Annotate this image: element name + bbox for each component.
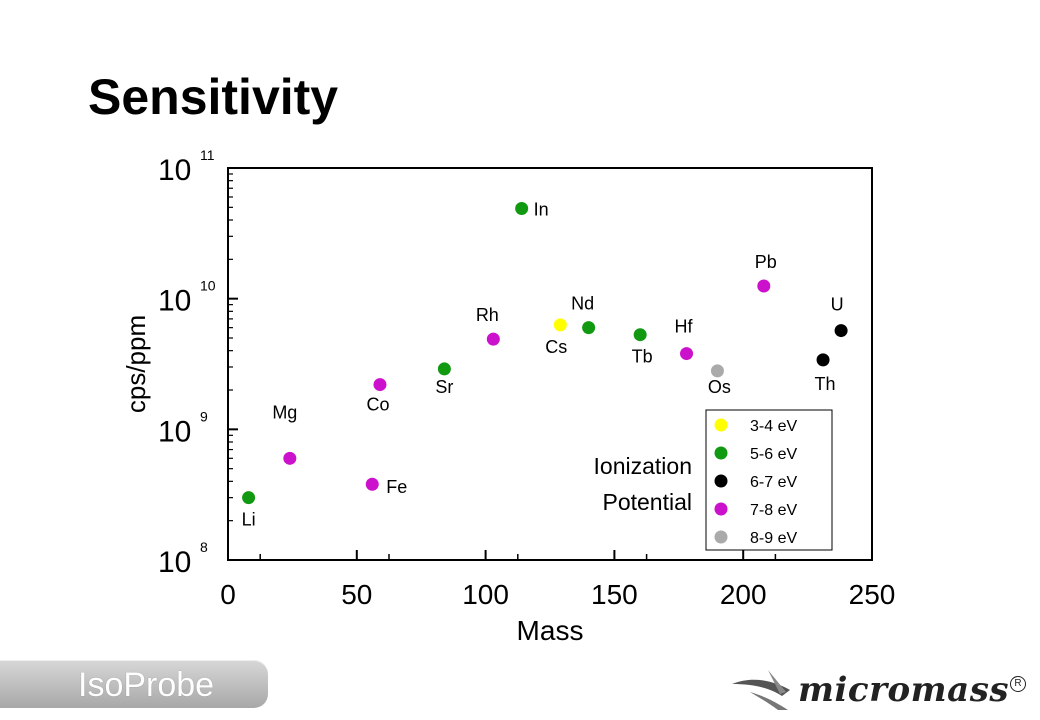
legend-entry: 8-9 eV bbox=[750, 530, 797, 547]
legend-entry: 5-6 eV bbox=[750, 446, 797, 463]
y-tick-exponent: 11 bbox=[200, 147, 215, 163]
legend-marker bbox=[714, 446, 728, 460]
point-label: U bbox=[831, 295, 844, 315]
data-point bbox=[633, 328, 647, 342]
legend-marker bbox=[714, 474, 728, 488]
point-label: Hf bbox=[675, 317, 694, 337]
data-point bbox=[515, 201, 529, 215]
y-axis-label: cps/ppm bbox=[121, 315, 151, 413]
legend-marker bbox=[714, 502, 728, 516]
point-label: Li bbox=[242, 510, 256, 530]
data-point bbox=[365, 477, 379, 491]
legend: Ionization Potential 3-4 eV 5-6 eV 6-7 eV 7-8… bbox=[594, 409, 833, 551]
x-tick-label: 150 bbox=[591, 579, 638, 610]
legend-entry: 3-4 eV bbox=[750, 418, 797, 435]
page-title: Sensitivity bbox=[88, 69, 339, 125]
y-tick-label: 10 bbox=[158, 546, 191, 579]
point-label: Tb bbox=[632, 347, 653, 367]
vendor-logo: micromass R bbox=[730, 662, 1030, 712]
data-point bbox=[582, 321, 596, 335]
data-points: Cs Li Sr In Nd Tb Th U Mg Fe Co Rh Hf Pb Os bbox=[242, 199, 848, 530]
x-tick-label: 200 bbox=[720, 579, 767, 610]
point-label: Pb bbox=[755, 252, 777, 272]
y-tick-exponent: 10 bbox=[200, 278, 216, 294]
y-tick-label: 10 bbox=[158, 154, 191, 187]
data-point bbox=[816, 353, 830, 367]
legend-marker bbox=[714, 418, 728, 432]
point-label: Os bbox=[708, 377, 731, 397]
point-label: Th bbox=[815, 374, 836, 394]
point-label: Rh bbox=[476, 305, 499, 325]
data-point bbox=[242, 491, 256, 505]
axes: 0 50 100 150 200 250 10 8 10 9 10 10 10 11 Mass cps/ppm bbox=[121, 147, 895, 646]
x-axis-label: Mass bbox=[517, 615, 584, 646]
data-point bbox=[834, 324, 848, 338]
vendor-name: micromass bbox=[798, 670, 1009, 710]
point-label: Sr bbox=[435, 377, 453, 397]
y-tick-exponent: 8 bbox=[200, 539, 208, 555]
product-banner: IsoProbe bbox=[0, 660, 268, 708]
point-label: Mg bbox=[272, 402, 297, 422]
legend-marker bbox=[714, 530, 728, 544]
plot-frame bbox=[227, 167, 873, 561]
x-tick-label: 100 bbox=[462, 579, 509, 610]
data-point bbox=[486, 332, 500, 346]
data-point bbox=[680, 347, 694, 361]
data-point bbox=[437, 362, 451, 376]
data-point bbox=[283, 451, 297, 465]
x-tick-label: 0 bbox=[220, 579, 236, 610]
data-point bbox=[373, 378, 387, 392]
product-name: IsoProbe bbox=[78, 666, 215, 704]
point-label: In bbox=[534, 199, 549, 219]
y-tick-label: 10 bbox=[158, 415, 191, 448]
bird-logo-icon bbox=[732, 670, 790, 710]
legend-title: Potential bbox=[602, 489, 692, 515]
x-tick-label: 50 bbox=[341, 579, 372, 610]
point-label: Cs bbox=[545, 337, 567, 357]
x-tick-label: 250 bbox=[849, 579, 896, 610]
sensitivity-scatter-chart: 0 50 100 150 200 250 10 8 10 9 10 10 10 11 Mass cps/ppm… bbox=[121, 147, 895, 646]
data-point bbox=[710, 364, 724, 378]
legend-entry: 6-7 eV bbox=[750, 474, 797, 491]
data-point bbox=[553, 318, 567, 332]
point-label: Co bbox=[366, 395, 389, 415]
y-tick-label: 10 bbox=[158, 285, 191, 318]
registered-mark: R bbox=[1010, 676, 1026, 692]
legend-entry: 7-8 eV bbox=[750, 502, 797, 519]
y-tick-exponent: 9 bbox=[200, 408, 208, 424]
legend-title: Ionization bbox=[594, 453, 692, 479]
point-label: Fe bbox=[386, 477, 407, 497]
data-point bbox=[757, 279, 771, 293]
point-label: Nd bbox=[571, 294, 594, 314]
